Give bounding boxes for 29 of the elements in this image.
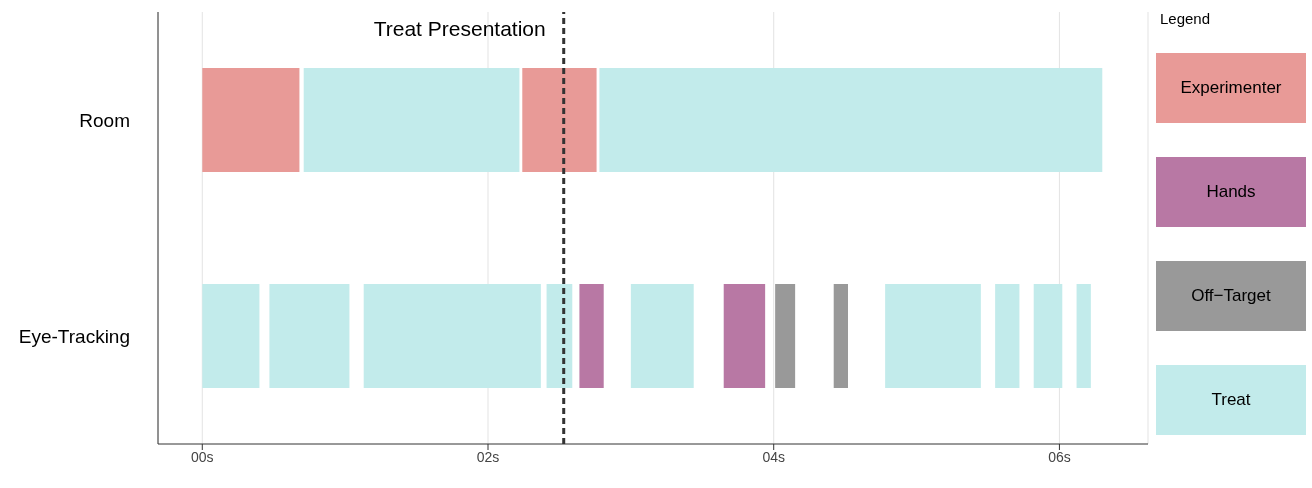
bar	[1033, 284, 1063, 388]
x-tick-label: 00s	[191, 448, 214, 465]
text: Hands	[1156, 157, 1306, 227]
y-tick-label: Eye-Tracking	[18, 325, 130, 347]
bar	[885, 284, 981, 388]
bar	[599, 68, 1103, 172]
x-tick-label: 06s	[1048, 448, 1071, 465]
x-tick-label: 04s	[762, 448, 785, 465]
bar	[363, 284, 541, 388]
bar	[723, 284, 766, 388]
bar	[630, 284, 694, 388]
legend-title: Legend	[1160, 10, 1212, 27]
bar	[775, 284, 796, 388]
bar	[202, 284, 260, 388]
bar	[579, 284, 604, 388]
bar	[269, 284, 350, 388]
bar	[303, 68, 520, 172]
text: Treat	[1156, 365, 1306, 435]
bar	[995, 284, 1020, 388]
y-tick-label: Room	[79, 109, 130, 131]
ref-line-label: Treat Presentation	[373, 17, 546, 40]
bar	[1076, 284, 1091, 388]
bar	[546, 284, 573, 388]
bar	[522, 68, 597, 172]
bar	[833, 284, 848, 388]
text: Experimenter	[1156, 53, 1306, 123]
text: Off−Target	[1156, 261, 1306, 331]
x-tick-label: 02s	[476, 448, 500, 465]
bar	[202, 68, 300, 172]
